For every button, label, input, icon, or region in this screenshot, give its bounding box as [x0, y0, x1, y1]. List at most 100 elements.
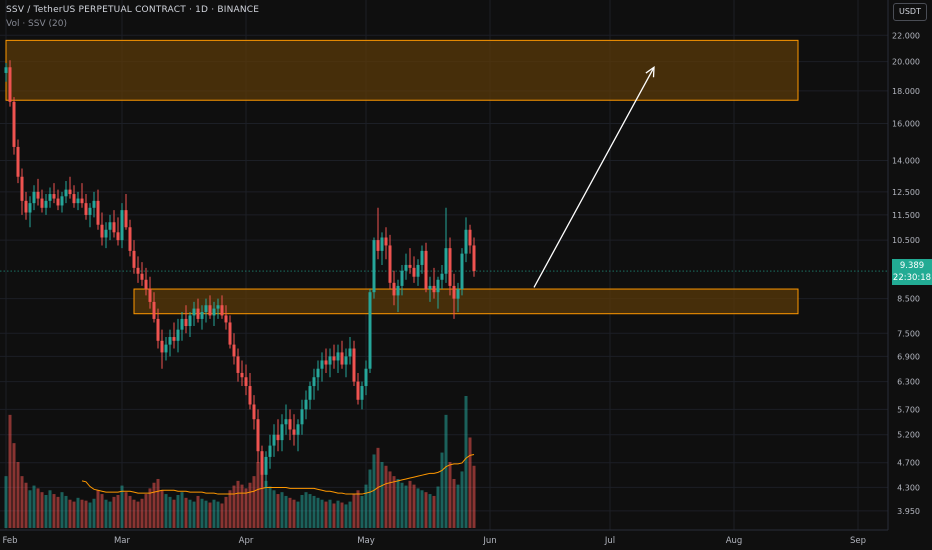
- candle-body: [360, 386, 364, 400]
- volume-bar: [212, 499, 216, 528]
- candle: [100, 212, 104, 246]
- volume-bar: [128, 495, 132, 528]
- volume-bar: [196, 495, 200, 528]
- candle: [356, 372, 360, 405]
- volume-bar: [432, 495, 436, 528]
- candle: [128, 219, 132, 257]
- candle-body: [304, 399, 308, 410]
- candle-body: [184, 318, 188, 327]
- candle-body: [348, 348, 352, 357]
- volume-bar: [372, 454, 376, 528]
- volume-indicator-label[interactable]: Vol · SSV (20): [6, 19, 67, 29]
- volume-bar: [24, 482, 28, 528]
- candle: [416, 259, 420, 286]
- volume-bar: [176, 495, 180, 528]
- projection-arrow[interactable]: [533, 65, 655, 288]
- volume-bar: [232, 485, 236, 528]
- candle-body: [288, 419, 292, 430]
- candle: [456, 282, 460, 312]
- candle: [88, 203, 92, 228]
- candle: [380, 232, 384, 265]
- candle-body: [452, 285, 456, 299]
- candle-body: [148, 289, 152, 302]
- volume-bar: [276, 494, 280, 528]
- candle: [436, 276, 440, 309]
- price-tick-label: 5.200: [897, 431, 920, 440]
- volume-bar: [148, 488, 152, 528]
- candle: [320, 352, 324, 382]
- candle: [68, 176, 72, 199]
- price-tick-label: 4.300: [897, 483, 920, 492]
- candle-body: [128, 227, 132, 251]
- candle: [184, 305, 188, 334]
- volume-bar: [224, 496, 228, 528]
- candles: [4, 60, 476, 488]
- candle-body: [412, 267, 416, 277]
- candle-body: [164, 344, 168, 353]
- volume-bar: [472, 465, 476, 528]
- volume-bar: [84, 500, 88, 528]
- arrow-head: [645, 65, 655, 78]
- candle-body: [296, 424, 300, 435]
- candle: [296, 419, 300, 452]
- candle-body: [132, 250, 136, 268]
- candle-body: [292, 429, 296, 435]
- volume-bar: [408, 480, 412, 528]
- candle-body: [204, 305, 208, 312]
- volume-bar: [352, 494, 356, 528]
- candle: [408, 248, 412, 274]
- price-tick-label: 16.000: [892, 119, 920, 128]
- volume-bar: [316, 497, 320, 528]
- upper-resistance-zone[interactable]: [5, 39, 799, 101]
- volume-bar: [132, 499, 136, 528]
- volume-bar: [36, 488, 40, 528]
- candle: [292, 414, 296, 446]
- candle-body: [96, 200, 100, 225]
- symbol-title[interactable]: SSV / TetherUS PERPETUAL CONTRACT · 1D ·…: [6, 5, 260, 15]
- volume-bar: [240, 484, 244, 528]
- candle-body: [236, 356, 240, 373]
- price-tick-label: 14.000: [892, 156, 920, 165]
- volume-bar: [20, 476, 24, 528]
- time-axis[interactable]: Feb Mar Apr May Jun Jul Aug Sep: [2, 536, 866, 546]
- candle-body: [56, 198, 60, 206]
- candle: [152, 292, 156, 323]
- candle: [412, 256, 416, 283]
- zones-layer[interactable]: [5, 39, 799, 315]
- candle-body: [328, 356, 332, 365]
- candle-body: [416, 264, 420, 277]
- candle: [28, 196, 32, 228]
- time-tick-label: Mar: [114, 536, 131, 546]
- candle-body: [460, 253, 464, 290]
- volume-bar: [208, 502, 212, 528]
- candle-body: [136, 267, 140, 274]
- currency-unit-button[interactable]: USDT: [893, 3, 927, 21]
- volume-bar: [304, 492, 308, 528]
- volume-bar: [200, 498, 204, 528]
- candle-body: [124, 210, 128, 228]
- candle: [232, 333, 236, 365]
- candle: [192, 301, 196, 327]
- volume-bar: [396, 478, 400, 528]
- price-axis[interactable]: 22.000 20.000 18.000 16.000 14.000 12.500 11.5…: [892, 31, 920, 516]
- candle: [132, 240, 136, 274]
- candle-body: [256, 419, 260, 452]
- candle: [144, 267, 148, 296]
- candle-body: [12, 101, 16, 147]
- volume-bar: [296, 501, 300, 528]
- candle: [148, 276, 152, 309]
- candle-body: [48, 194, 52, 201]
- volume-bar: [108, 501, 112, 528]
- volume-bar: [436, 486, 440, 528]
- candle-body: [72, 194, 76, 204]
- candle-body: [140, 273, 144, 280]
- candle: [216, 298, 220, 319]
- volume-bar: [332, 503, 336, 528]
- candle: [164, 337, 168, 361]
- candle-body: [200, 311, 204, 319]
- candle-body: [60, 196, 64, 206]
- support-zone[interactable]: [133, 288, 799, 315]
- candle-body: [24, 200, 28, 213]
- candle-body: [388, 245, 392, 283]
